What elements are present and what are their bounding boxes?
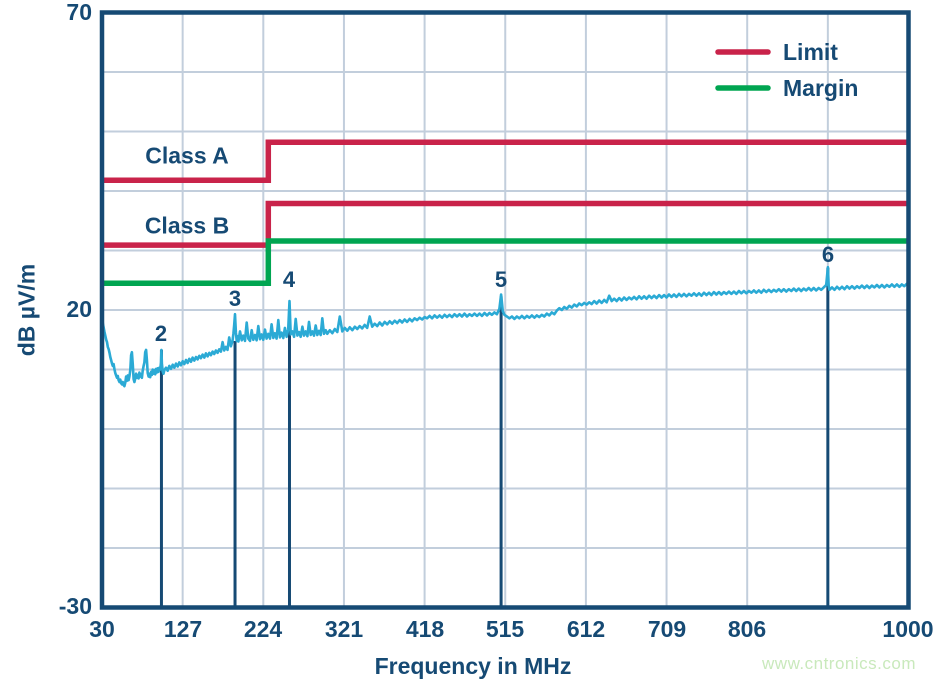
plot-border xyxy=(99,10,911,610)
x-axis-title: Frequency in MHz xyxy=(374,653,572,679)
x-tick-515: 515 xyxy=(485,616,525,642)
legend-label-limit: Limit xyxy=(783,39,838,65)
limit-line-class-b xyxy=(102,200,909,248)
legend-label-margin: Margin xyxy=(783,75,859,101)
x-tick-418: 418 xyxy=(405,616,445,642)
peak-label-3: 3 xyxy=(228,285,242,311)
peak-label-2: 2 xyxy=(154,320,168,346)
class-a-label: Class A xyxy=(145,142,229,169)
x-tick-30: 30 xyxy=(89,616,115,642)
peak-label-5: 5 xyxy=(494,266,508,292)
y-tick-70: 70 xyxy=(66,0,92,25)
limit-line-class-a xyxy=(102,139,909,184)
y-axis-title: dB µV/m xyxy=(13,263,40,357)
x-tick-612: 612 xyxy=(566,616,606,642)
y-tick-neg30: -30 xyxy=(58,593,92,619)
measurement-trace xyxy=(100,265,910,388)
x-tick-709: 709 xyxy=(647,616,687,642)
x-tick-224: 224 xyxy=(243,616,283,642)
peak-label-6: 6 xyxy=(821,241,835,267)
y-tick-20: 20 xyxy=(66,296,92,322)
peak-label-4: 4 xyxy=(282,266,296,292)
x-tick-127: 127 xyxy=(163,616,203,642)
class-b-label: Class B xyxy=(144,212,230,239)
limit-line-margin xyxy=(102,238,909,286)
x-tick-1000: 1000 xyxy=(882,616,934,642)
x-tick-321: 321 xyxy=(324,616,364,642)
x-tick-806: 806 xyxy=(727,616,767,642)
watermark-text: www.cntronics.com xyxy=(762,654,916,673)
